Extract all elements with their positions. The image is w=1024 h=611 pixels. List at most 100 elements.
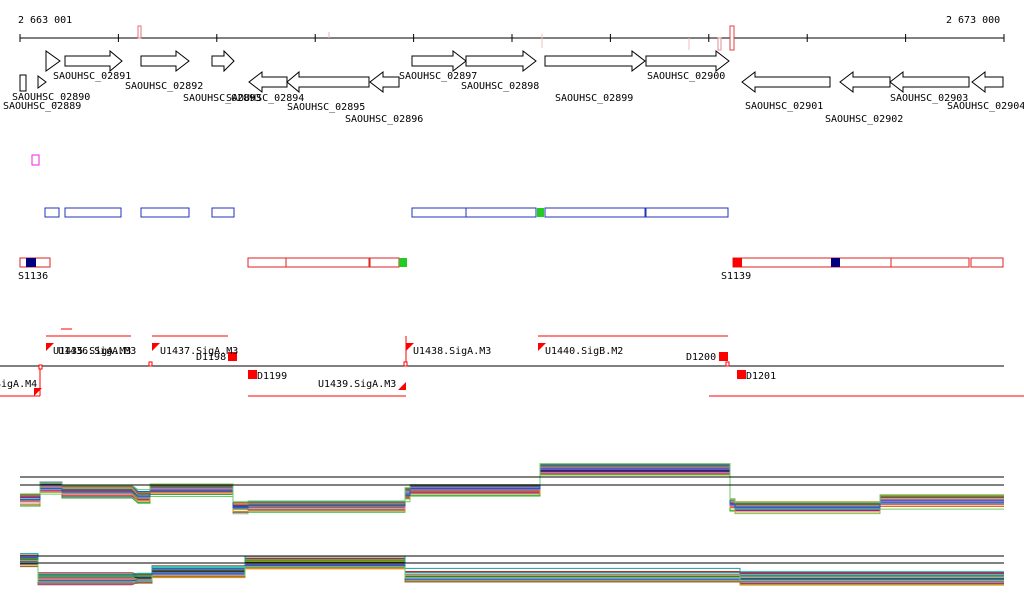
promoter-marker	[406, 343, 414, 351]
gene-arrow-g2902[interactable]	[839, 70, 891, 94]
ruler-end-label: 2 673 000	[946, 15, 1000, 26]
gene-arrow-g2900[interactable]	[645, 49, 730, 73]
promoter-marker	[34, 388, 42, 396]
gene-label-g2889: SAOUHSC_02889	[3, 101, 81, 112]
segment-marker	[831, 258, 840, 267]
gene-label-g2899: SAOUHSC_02899	[555, 93, 633, 104]
transition-box	[537, 208, 544, 217]
transition-box	[399, 258, 407, 267]
small-marker	[148, 361, 153, 367]
forward-segment[interactable]	[44, 207, 60, 218]
terminator-marker	[248, 370, 257, 379]
gene-label-g2903: SAOUHSC_02903	[890, 93, 968, 104]
expression-profile-line	[20, 468, 1004, 506]
expression-track-lower	[20, 553, 1004, 586]
gene-arrow-g2899[interactable]	[544, 49, 646, 73]
gene-label-g2891: SAOUHSC_02891	[53, 71, 131, 82]
gene-label-g2896: SAOUHSC_02896	[345, 114, 423, 125]
terminator-marker	[228, 352, 237, 361]
gene-label-g2893: SAOUHSC_02893	[183, 93, 261, 104]
gene-arrow-g2896[interactable]	[369, 70, 400, 94]
expression-profile-line	[20, 553, 1004, 575]
coordinate-ruler: 2 663 001 2 673 000	[18, 15, 1005, 51]
expression-profile-line	[20, 469, 1004, 508]
small-marker	[38, 364, 43, 370]
segment-marker	[26, 258, 36, 267]
gene-label-g2904: SAOUHSC_02904	[947, 101, 1024, 112]
promoter-label: U1438.SigA.M3	[413, 346, 491, 357]
terminator-label: D1200	[686, 352, 716, 363]
expression-profile-line	[20, 562, 1004, 583]
gene-arrow-g2898[interactable]	[465, 49, 537, 73]
gene-arrow-g2892[interactable]	[140, 49, 190, 73]
forward-segment[interactable]	[465, 207, 537, 218]
reverse-segment[interactable]	[247, 257, 287, 268]
forward-segment-track	[44, 207, 729, 218]
terminator-marker	[737, 370, 746, 379]
reverse-segment[interactable]	[970, 257, 1004, 268]
promoter-label: U1439.SigA.M3	[318, 379, 396, 390]
expression-profile-line	[20, 566, 1004, 585]
forward-segment[interactable]	[211, 207, 235, 218]
terminator-label: D1201	[746, 371, 776, 382]
gene-label-g2897: SAOUHSC_02897	[399, 71, 477, 82]
reverse-segment[interactable]	[285, 257, 370, 268]
forward-segment[interactable]	[64, 207, 122, 218]
segment-marker	[733, 258, 742, 267]
reverse-segment[interactable]	[369, 257, 400, 268]
terminator-label: D1198	[196, 352, 226, 363]
promoter-terminator-track: U1435.SigA.M3 U1436.SigA.M3 U1437.SigA.M…	[0, 328, 1024, 397]
promoter-label: U1440.SigB.M2	[545, 346, 623, 357]
terminator-label: D1199	[257, 371, 287, 382]
promoter-marker	[152, 343, 160, 351]
promoter-label: SigA.M4	[0, 379, 37, 390]
promoter-marker	[46, 343, 54, 351]
gene-arrow-small	[37, 75, 47, 89]
gene-label-g2894: SAOUHSC_02894	[226, 93, 304, 104]
forward-segment[interactable]	[645, 207, 729, 218]
gene-arrow-g2895[interactable]	[286, 70, 370, 94]
forward-segment[interactable]	[140, 207, 190, 218]
gene-label-g2892: SAOUHSC_02892	[125, 81, 203, 92]
gene-label-g2902: SAOUHSC_02902	[825, 114, 903, 125]
gene-arrow-g2894[interactable]	[248, 70, 288, 94]
gene-arrow-g2897[interactable]	[411, 49, 467, 73]
small-marker	[403, 361, 408, 367]
expression-profile-line	[20, 473, 1004, 515]
promoter-label: U1435.SigA.M3	[53, 346, 131, 357]
small-marker	[725, 361, 730, 367]
gene-label-g2898: SAOUHSC_02898	[461, 81, 539, 92]
gene-track: SAOUHSC_02889 SAOUHSC_02890 SAOUHSC_0289…	[3, 49, 1024, 125]
gene-arrow-g2904[interactable]	[971, 70, 1004, 94]
gene-label-g2890: SAOUHSC_02890	[12, 92, 90, 103]
expression-profile-line	[20, 465, 1004, 504]
gene-arrow-g2890[interactable]	[45, 50, 61, 72]
reverse-segment-track: S1136 S1139	[18, 257, 1004, 282]
gene-arrow-g2903[interactable]	[889, 70, 970, 94]
magenta-marker	[31, 154, 40, 166]
gene-arrow-g2891[interactable]	[64, 49, 123, 73]
promoter-marker	[538, 343, 546, 351]
reverse-segment[interactable]	[732, 257, 892, 268]
forward-segment[interactable]	[411, 207, 467, 218]
gene-arrow-g2901[interactable]	[741, 70, 831, 94]
gene-label-g2900: SAOUHSC_02900	[647, 71, 725, 82]
gene-label-g2895: SAOUHSC_02895	[287, 102, 365, 113]
expression-profile-line	[20, 465, 1004, 507]
gene-arrow-g2893[interactable]	[211, 49, 235, 73]
reverse-segment[interactable]	[890, 257, 970, 268]
promoter-label: U1436.SigA.M3	[58, 346, 136, 357]
promoter-label: U1437.SigA.M3	[160, 346, 238, 357]
expression-track-upper	[20, 463, 1004, 515]
promoter-marker	[398, 382, 406, 390]
gene-label-g2901: SAOUHSC_02901	[745, 101, 823, 112]
terminator-marker	[719, 352, 728, 361]
expression-profile-line	[20, 473, 1004, 513]
gene-arrow-g2889[interactable]	[19, 74, 27, 92]
forward-segment[interactable]	[544, 207, 646, 218]
ruler-start-label: 2 663 001	[18, 15, 72, 26]
segment-label-s1139: S1139	[721, 271, 751, 282]
expression-profile-line	[20, 474, 1004, 513]
